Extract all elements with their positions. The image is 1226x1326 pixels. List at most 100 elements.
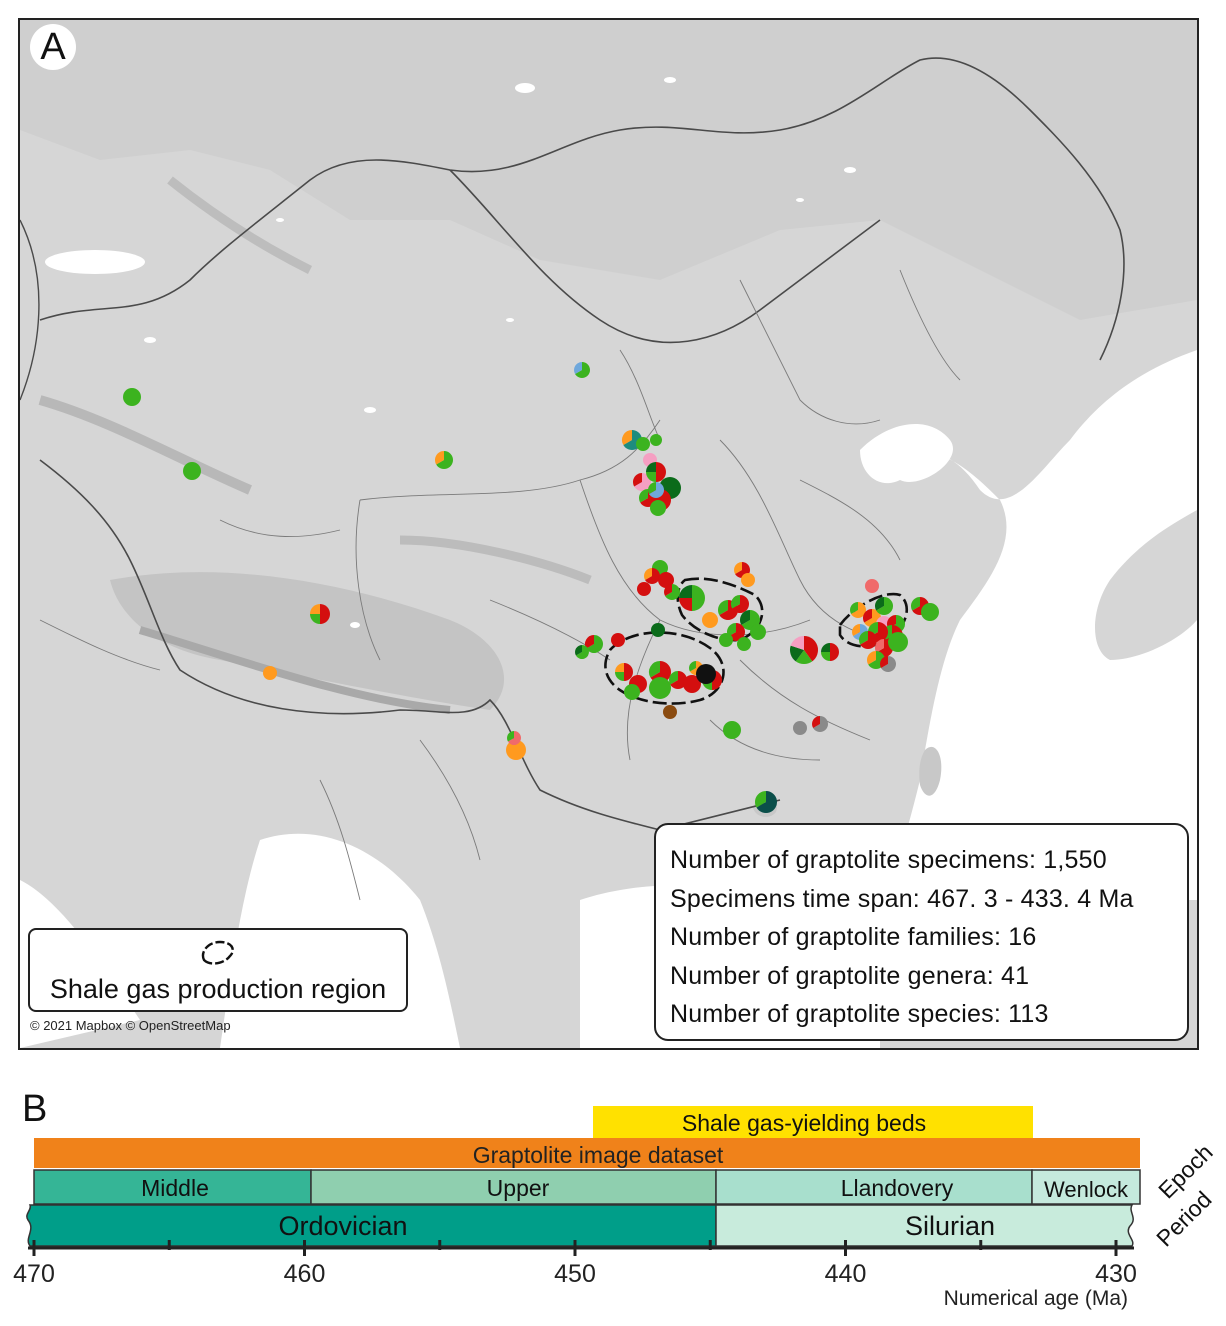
pie-slice xyxy=(649,677,671,699)
pie-slice xyxy=(663,705,677,719)
pie-slice xyxy=(886,615,896,629)
pie-slice xyxy=(718,600,728,615)
pie-slice xyxy=(860,631,878,650)
specimen-pie-marker xyxy=(648,661,671,683)
pie-slice xyxy=(679,585,692,598)
specimen-pie-marker xyxy=(865,579,879,593)
specimen-pie-marker xyxy=(812,716,828,732)
period-silurian xyxy=(715,1204,1134,1247)
shale-bar-label: Shale gas-yielding beds xyxy=(682,1110,926,1136)
stat-families: Number of graptolite families: 16 xyxy=(670,923,1037,951)
pie-slice xyxy=(851,602,866,619)
tianshan-ridge xyxy=(38,395,252,495)
timeline-panel: B Shale gas-yielding beds Graptolite ima… xyxy=(0,1060,1226,1326)
northern-land-shade xyxy=(20,20,1197,320)
pie-slice xyxy=(921,603,939,621)
pie-slice xyxy=(669,671,678,685)
pie-slice xyxy=(658,572,674,588)
pie-slice xyxy=(575,645,590,660)
pie-slice xyxy=(636,437,650,451)
axis-tick-label: 470 xyxy=(13,1260,55,1288)
axis-tick-label: 440 xyxy=(825,1260,867,1288)
pie-slice xyxy=(651,623,665,637)
specimen-pie-marker xyxy=(888,632,908,652)
tibet-plateau-shade xyxy=(110,572,505,710)
pie-slice xyxy=(734,562,742,574)
row-label-epoch: Epoch xyxy=(1153,1139,1218,1204)
pie-slice xyxy=(648,661,660,678)
epoch-upper-label: Upper xyxy=(487,1175,550,1201)
specimen-pie-marker xyxy=(624,684,640,700)
pie-slice xyxy=(633,473,642,487)
pie-slice xyxy=(881,656,896,672)
pie-slice xyxy=(320,604,330,624)
specimen-pie-marker xyxy=(921,603,939,621)
pie-slice xyxy=(728,623,745,641)
panel-letter-b: B xyxy=(22,1088,48,1130)
lake-specks xyxy=(45,77,856,628)
pie-slice xyxy=(821,652,830,661)
pie-slice xyxy=(859,631,868,645)
pie-slice xyxy=(692,585,705,611)
pie-slice xyxy=(830,643,839,661)
axis-ticks: 470 460 450 440 430 xyxy=(13,1240,1137,1288)
specimen-pie-marker xyxy=(636,437,650,451)
epoch-wenlock-label: Wenlock xyxy=(1044,1177,1129,1202)
pie-slice xyxy=(263,666,277,680)
specimen-pie-marker xyxy=(183,462,201,480)
specimen-pie-marker xyxy=(793,721,807,735)
pie-slice xyxy=(865,579,879,593)
map-panel: A Number of graptolite specimens: 1,550 … xyxy=(18,18,1199,1050)
specimen-pie-marker xyxy=(646,462,666,482)
specimen-pie-marker xyxy=(719,633,733,647)
axis-title: Numerical age (Ma) xyxy=(944,1287,1128,1310)
dashed-outline-icon xyxy=(201,940,234,965)
pie-slice xyxy=(183,462,201,480)
pie-slice xyxy=(741,573,755,587)
pie-slice xyxy=(683,675,701,693)
pie-slice xyxy=(507,731,522,746)
pie-slice xyxy=(756,791,777,814)
pie-slice xyxy=(622,430,632,445)
pie-slice xyxy=(310,614,320,624)
specimen-pie-marker xyxy=(633,473,652,491)
epoch-llandovery-label: Llandovery xyxy=(841,1175,954,1201)
mongolia-border xyxy=(449,169,881,344)
epoch-wenlock xyxy=(1031,1169,1141,1205)
specimen-pie-marker xyxy=(575,645,590,660)
specimen-pie-marker xyxy=(637,582,651,596)
axis-tick-label: 460 xyxy=(284,1260,326,1288)
pie-slice xyxy=(727,623,736,637)
himalaya-ridge xyxy=(138,626,451,714)
specimen-pie-marker xyxy=(658,572,674,588)
pie-slice xyxy=(644,568,652,580)
pie-slice xyxy=(670,671,688,689)
pie-slice xyxy=(645,568,660,585)
pie-slice xyxy=(575,362,590,379)
pie-slice xyxy=(639,489,648,503)
specimen-pie-marker xyxy=(574,362,590,379)
pie-slice xyxy=(585,635,594,649)
axis-tick-label: 430 xyxy=(1095,1260,1137,1288)
bohai-sea xyxy=(860,423,954,484)
pie-slice xyxy=(634,473,652,491)
pie-slice xyxy=(702,612,718,628)
pie-slice xyxy=(730,595,740,609)
epoch-middle xyxy=(33,1169,312,1205)
legend-box: Shale gas production region xyxy=(28,928,408,1012)
pie-slice xyxy=(750,624,766,640)
specimen-pie-marker xyxy=(679,585,705,611)
panel-letter-a: A xyxy=(30,24,76,70)
pie-slice xyxy=(624,684,640,700)
pie-slice xyxy=(821,643,830,652)
pie-slice xyxy=(852,624,860,636)
eastern-sea xyxy=(880,350,1197,900)
pie-slice xyxy=(586,635,603,653)
specimen-pie-marker xyxy=(506,740,526,760)
japan-land xyxy=(1095,510,1197,660)
specimen-pie-marker xyxy=(310,604,330,624)
specimen-pie-marker xyxy=(880,656,896,672)
pie-slice xyxy=(656,462,666,482)
specimen-pie-marker xyxy=(696,664,716,684)
specimen-pie-marker xyxy=(507,731,522,746)
